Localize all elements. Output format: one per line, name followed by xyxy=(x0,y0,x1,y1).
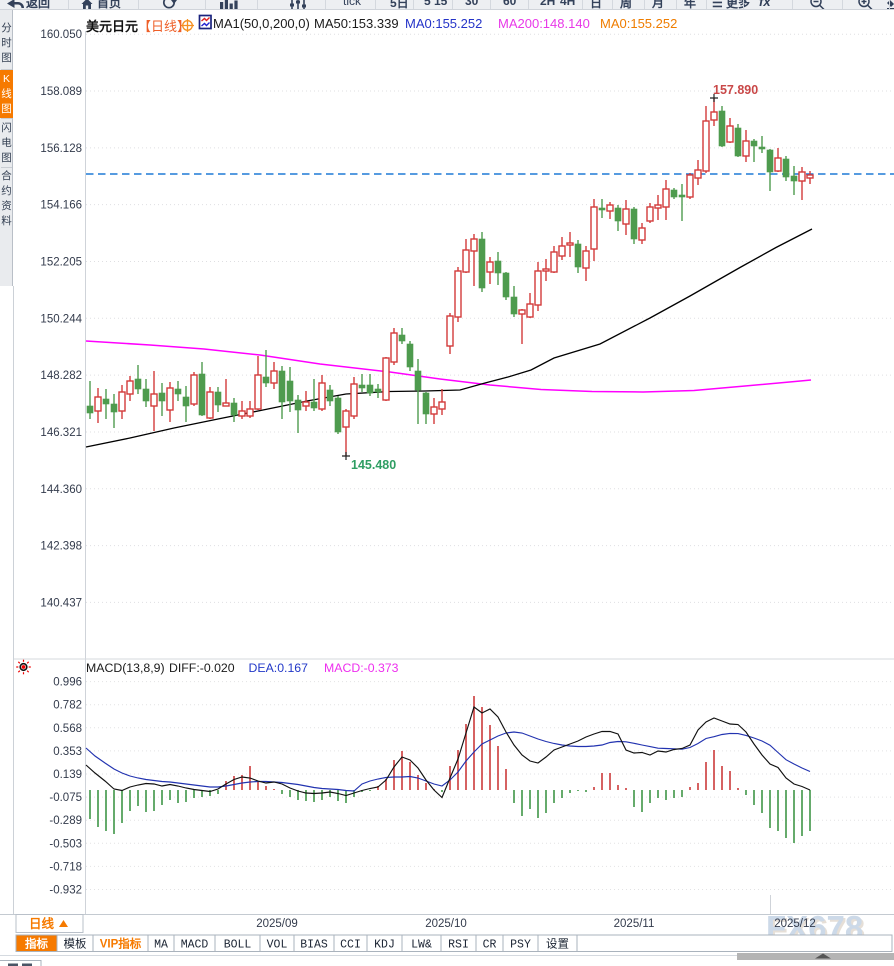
svg-text:2025/10: 2025/10 xyxy=(425,918,467,930)
svg-text:2025/11: 2025/11 xyxy=(614,918,655,930)
svg-text:DIFF:-0.020: DIFF:-0.020 xyxy=(169,661,235,675)
svg-text:158.089: 158.089 xyxy=(40,86,82,98)
svg-text:-0.718: -0.718 xyxy=(49,861,82,873)
svg-text:DEA:0.167: DEA:0.167 xyxy=(249,661,309,675)
svg-text:-0.289: -0.289 xyxy=(49,815,82,827)
svg-text:MACD:-0.373: MACD:-0.373 xyxy=(324,661,399,675)
svg-text:148.282: 148.282 xyxy=(40,370,82,382)
svg-text:MA1(50,0,200,0): MA1(50,0,200,0) xyxy=(213,16,310,31)
svg-text:KDJ: KDJ xyxy=(374,939,395,952)
svg-text:150.244: 150.244 xyxy=(40,313,82,325)
svg-text:PSY: PSY xyxy=(510,939,531,952)
svg-text:RSI: RSI xyxy=(448,939,469,952)
svg-text:157.890: 157.890 xyxy=(713,83,758,97)
svg-text:MA0:155.252: MA0:155.252 xyxy=(405,16,482,31)
svg-text:MA200:148.140: MA200:148.140 xyxy=(498,16,590,31)
svg-text:146.321: 146.321 xyxy=(40,427,82,439)
svg-text:0.782: 0.782 xyxy=(53,700,82,712)
svg-text:设置: 设置 xyxy=(546,938,569,951)
svg-text:VIP指标: VIP指标 xyxy=(100,937,142,951)
svg-text:142.398: 142.398 xyxy=(40,541,82,553)
svg-text:0.353: 0.353 xyxy=(53,746,82,758)
svg-text:-0.075: -0.075 xyxy=(49,792,82,804)
svg-text:160.050: 160.050 xyxy=(40,29,82,41)
svg-text:145.480: 145.480 xyxy=(351,458,396,472)
svg-text:0.996: 0.996 xyxy=(53,677,82,689)
svg-text:MA: MA xyxy=(154,939,168,952)
svg-text:144.360: 144.360 xyxy=(40,484,82,496)
svg-text:MA0:155.252: MA0:155.252 xyxy=(600,16,677,31)
svg-text:156.128: 156.128 xyxy=(40,143,82,155)
svg-text:MACD: MACD xyxy=(181,939,209,952)
svg-text:BOLL: BOLL xyxy=(224,939,252,952)
svg-text:LW&: LW& xyxy=(411,939,432,952)
svg-text:指标: 指标 xyxy=(25,937,48,951)
svg-text:VOL: VOL xyxy=(267,939,288,952)
svg-text:-0.503: -0.503 xyxy=(49,838,82,850)
svg-text:0.568: 0.568 xyxy=(53,723,82,735)
svg-text:MACD(13,8,9): MACD(13,8,9) xyxy=(86,661,165,675)
svg-text:2025/09: 2025/09 xyxy=(256,918,298,930)
svg-text:140.437: 140.437 xyxy=(40,597,82,609)
svg-text:BIAS: BIAS xyxy=(300,939,328,952)
svg-text:152.205: 152.205 xyxy=(40,256,82,268)
svg-text:-0.932: -0.932 xyxy=(49,885,82,897)
svg-text:MA50:153.339: MA50:153.339 xyxy=(314,16,399,31)
svg-text:模板: 模板 xyxy=(64,937,87,951)
svg-text:CR: CR xyxy=(483,939,497,952)
svg-text:2025/12: 2025/12 xyxy=(774,918,816,930)
svg-text:CCI: CCI xyxy=(340,939,361,952)
svg-text:日线: 日线 xyxy=(29,916,55,931)
svg-text:0.139: 0.139 xyxy=(53,769,82,781)
svg-text:154.166: 154.166 xyxy=(40,200,82,212)
